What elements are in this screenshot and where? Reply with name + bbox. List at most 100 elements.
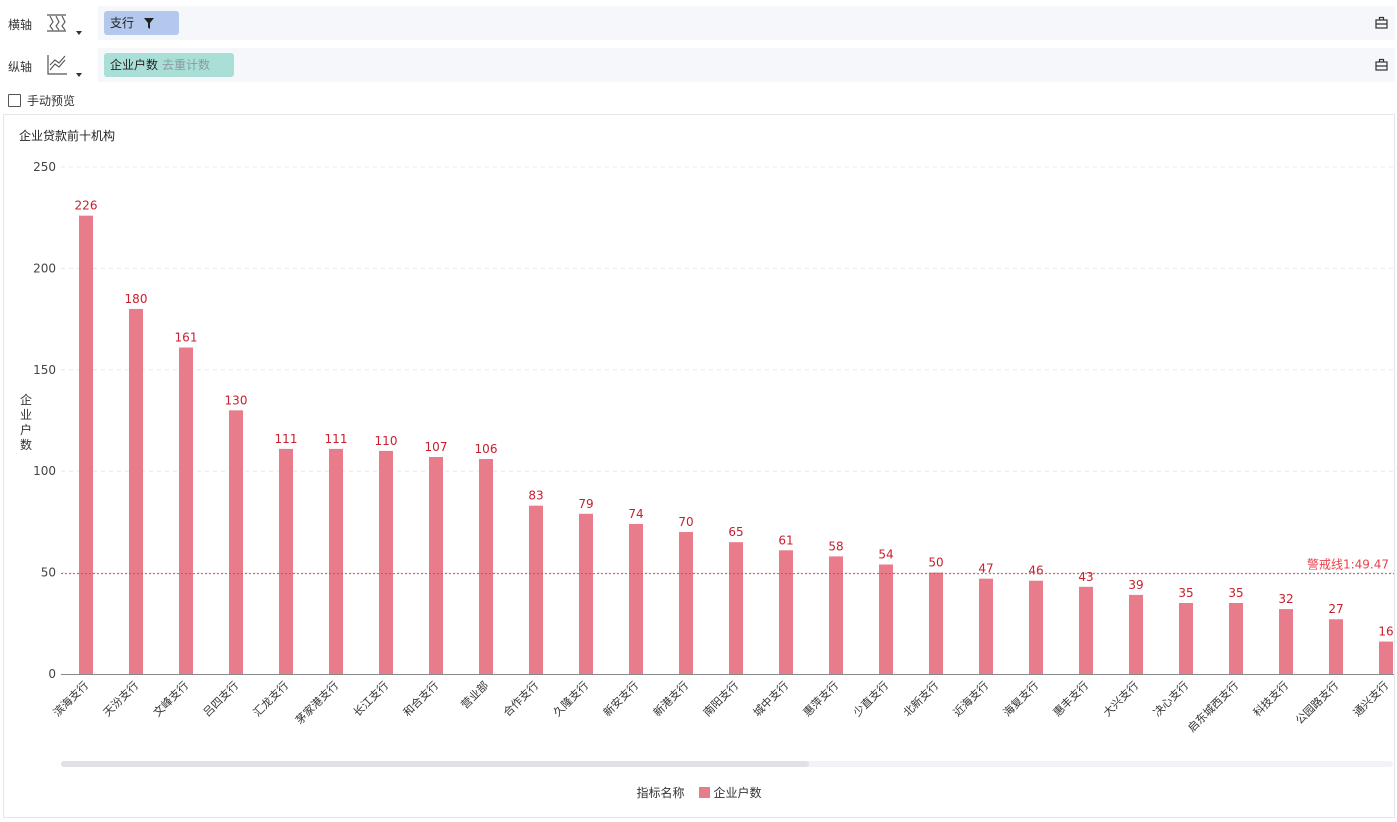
y-axis-drop-zone[interactable]: 企业户数 去重计数	[98, 48, 1369, 82]
reference-line-label: 警戒线1:49.47	[1307, 557, 1389, 572]
x-tick-label: 惠萍支行	[800, 678, 841, 719]
x-axis-chart-type-icon[interactable]	[44, 10, 70, 36]
x-tick-label: 决心支行	[1151, 679, 1191, 719]
x-axis-drop-zone[interactable]: 支行	[98, 6, 1369, 40]
x-tick-label: 新安支行	[600, 678, 641, 719]
scrollbar-thumb[interactable]	[61, 761, 809, 767]
x-axis-dropdown-caret-icon[interactable]	[76, 31, 82, 35]
shelf-toolbox-icon[interactable]	[1375, 16, 1388, 29]
x-axis-shelf-settings[interactable]	[1369, 6, 1395, 40]
x-tick-label: 大兴支行	[1100, 678, 1141, 719]
x-tick-label: 新港支行	[650, 678, 691, 719]
chart-legend: 指标名称 企业户数	[4, 784, 1394, 801]
bar	[879, 564, 893, 674]
x-tick-label: 汇龙支行	[251, 679, 291, 719]
bar	[1179, 603, 1193, 674]
bar	[1079, 586, 1093, 674]
x-tick-label: 近海支行	[950, 678, 991, 719]
bar-value-label: 110	[375, 434, 398, 448]
chart-horizontal-scrollbar[interactable]	[61, 761, 1393, 767]
bar	[529, 505, 543, 674]
bar-value-label: 70	[678, 515, 693, 529]
bar	[979, 578, 993, 674]
x-tick-label: 海复支行	[1000, 678, 1041, 719]
x-axis-field-pill[interactable]: 支行	[104, 11, 179, 35]
bar-value-label: 39	[1128, 578, 1143, 592]
chart-panel: 企业贷款前十机构 0 50 100 150 200 250 企业户数 226 滨海支行 180 天汾…	[3, 114, 1395, 818]
y-tick-label: 50	[41, 566, 56, 580]
y-axis-title: 企业户数	[20, 392, 32, 452]
bar-chart: 0 50 100 150 200 250 企业户数 226 滨海支行 180 天汾支行 161 文峰支行…	[20, 160, 1394, 735]
filter-icon[interactable]	[144, 18, 154, 29]
y-tick-label: 150	[33, 363, 56, 377]
x-tick-label: 久隆支行	[550, 678, 591, 719]
x-tick-label: 茅家港支行	[292, 678, 341, 727]
bar-value-label: 27	[1328, 602, 1343, 616]
bar-value-label: 130	[225, 393, 248, 407]
x-tick-label: 科技支行	[1250, 678, 1291, 719]
x-axis-shelf-label: 横轴	[8, 18, 33, 32]
x-tick-label: 滨海支行	[50, 678, 91, 719]
manual-preview-label: 手动预览	[27, 94, 76, 108]
y-tick-label: 200	[33, 261, 56, 275]
bar	[129, 308, 143, 674]
bar	[429, 457, 443, 674]
bar-value-label: 226	[75, 199, 98, 213]
bar-value-label: 43	[1078, 570, 1093, 584]
bar	[179, 347, 193, 674]
bar-value-label: 65	[728, 525, 743, 539]
x-tick-label: 文峰支行	[150, 678, 191, 719]
bar-value-label: 32	[1278, 592, 1293, 606]
y-tick-label: 250	[33, 160, 56, 174]
bar-value-label: 54	[878, 547, 893, 561]
x-axis-shelf: 横轴 支行	[0, 6, 1397, 40]
y-axis-shelf-label: 纵轴	[8, 60, 33, 74]
manual-preview-toggle[interactable]: 手动预览	[8, 92, 75, 109]
bar	[729, 542, 743, 674]
bar-value-label: 107	[425, 440, 448, 454]
bar-value-label: 83	[528, 489, 543, 503]
bar	[79, 215, 93, 674]
bar	[479, 459, 493, 674]
bar	[1379, 641, 1393, 674]
x-tick-label: 营业部	[458, 678, 491, 711]
bar	[679, 532, 693, 674]
x-tick-label: 通兴支行	[1351, 679, 1391, 719]
bar	[329, 448, 343, 674]
y-axis-chart-type-icon[interactable]	[44, 52, 70, 78]
x-tick-label: 吕四支行	[201, 679, 241, 719]
y-axis-field-pill[interactable]: 企业户数 去重计数	[104, 53, 234, 77]
bar-value-label: 61	[778, 533, 793, 547]
manual-preview-checkbox[interactable]	[8, 94, 21, 107]
x-tick-label: 合作支行	[500, 678, 541, 719]
bar	[279, 448, 293, 674]
y-axis-shelf-settings[interactable]	[1369, 48, 1395, 82]
bar	[229, 410, 243, 674]
legend-series-label[interactable]: 企业户数	[713, 786, 762, 800]
bar	[379, 450, 393, 674]
x-tick-label: 南阳支行	[701, 679, 741, 719]
x-tick-label: 启东城西支行	[1185, 679, 1241, 735]
y-tick-label: 100	[33, 464, 56, 478]
bar	[579, 513, 593, 674]
x-tick-label: 公园路支行	[1293, 679, 1341, 727]
y-axis-aggregation-label: 去重计数	[162, 58, 211, 72]
shelf-toolbox-icon[interactable]	[1375, 58, 1388, 71]
bar	[1329, 619, 1343, 674]
bar-value-label: 106	[475, 442, 498, 456]
bar-value-label: 79	[578, 497, 593, 511]
legend-swatch[interactable]	[698, 787, 710, 798]
bar	[1029, 580, 1043, 674]
bar	[1279, 609, 1293, 674]
bar	[829, 556, 843, 674]
bar	[1229, 603, 1243, 674]
bar	[629, 523, 643, 674]
y-axis-dropdown-caret-icon[interactable]	[76, 73, 82, 77]
x-tick-label: 北新支行	[900, 678, 941, 719]
x-tick-label: 惠丰支行	[1050, 678, 1091, 719]
x-tick-label: 长江支行	[351, 679, 391, 719]
bar-value-label: 46	[1028, 564, 1043, 578]
bar	[779, 550, 793, 674]
chart-title: 企业贷款前十机构	[19, 129, 116, 143]
x-tick-label: 天汾支行	[101, 679, 141, 719]
